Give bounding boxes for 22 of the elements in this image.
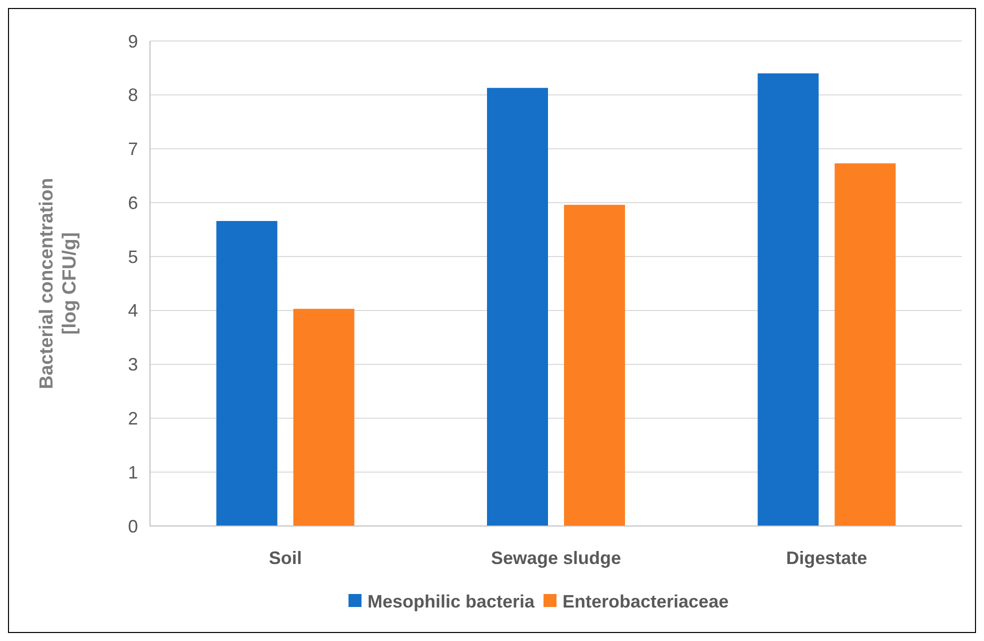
legend-label: Mesophilic bacteria	[368, 591, 536, 612]
bar	[564, 204, 625, 526]
y-axis-title: Bacterial concentration [log CFU/g]	[36, 178, 80, 390]
y-tick-label: 4	[128, 300, 138, 321]
y-tick-label: 9	[128, 31, 138, 52]
y-tick-label: 1	[128, 462, 138, 482]
y-tick-label: 7	[128, 139, 138, 160]
bar	[834, 163, 896, 526]
y-tick-label: 2	[128, 408, 138, 429]
legend-label: Enterobacteriaceae	[562, 591, 729, 612]
bar	[487, 88, 548, 526]
x-tick-label: Soil	[268, 548, 302, 568]
y-tick-label: 6	[128, 192, 138, 213]
bar	[293, 308, 354, 526]
bar	[216, 220, 278, 526]
x-tick-label: Sewage sludge	[490, 548, 622, 568]
y-tick-label: 8	[128, 85, 138, 106]
y-tick-label: 5	[128, 246, 138, 267]
y-tick-label: 0	[128, 516, 138, 536]
x-tick-label: Digestate	[786, 548, 868, 568]
bar	[758, 73, 819, 526]
y-tick-label: 3	[128, 354, 138, 375]
